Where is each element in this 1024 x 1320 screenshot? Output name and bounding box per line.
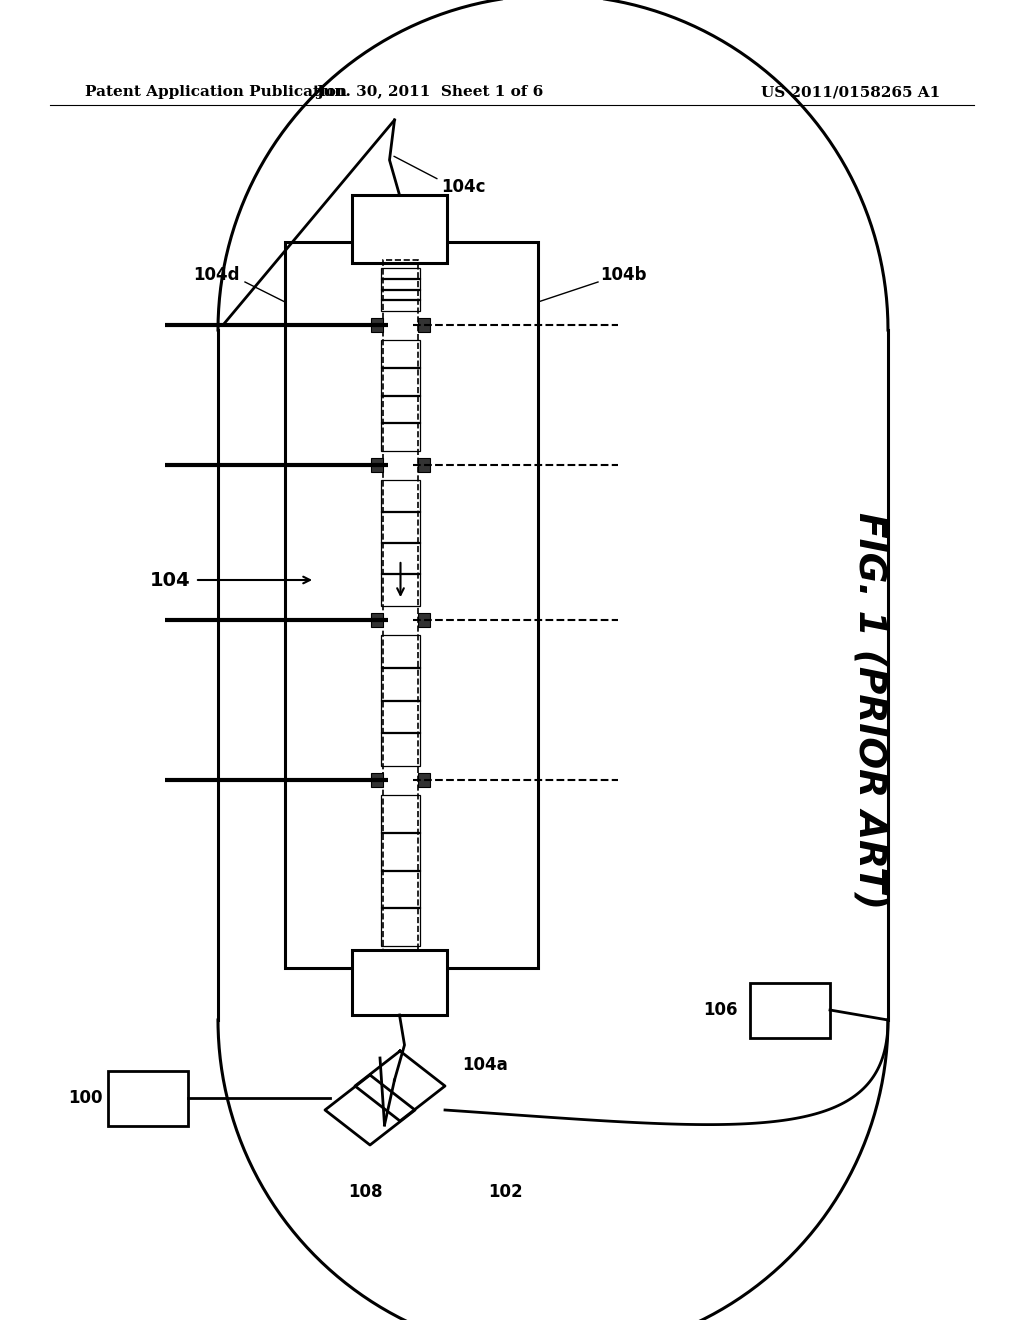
Bar	[381, 339, 420, 368]
Text: 106: 106	[703, 1001, 738, 1019]
Bar	[381, 268, 420, 279]
Text: Jun. 30, 2011  Sheet 1 of 6: Jun. 30, 2011 Sheet 1 of 6	[316, 84, 544, 99]
Text: 102: 102	[487, 1183, 522, 1201]
Bar	[381, 300, 420, 310]
Text: FIG. 1 (PRIOR ART): FIG. 1 (PRIOR ART)	[852, 511, 888, 908]
Bar	[381, 907, 420, 945]
Bar	[418, 318, 430, 333]
Bar	[108, 1071, 188, 1126]
Bar	[352, 950, 447, 1015]
Bar	[381, 422, 420, 450]
Bar	[381, 700, 420, 733]
Bar	[381, 479, 420, 512]
Bar	[418, 612, 430, 627]
Bar	[371, 318, 383, 333]
Bar	[383, 260, 418, 950]
Text: 104a: 104a	[462, 1056, 508, 1074]
Bar	[381, 795, 420, 833]
Text: 104b: 104b	[600, 267, 646, 284]
Bar	[418, 774, 430, 787]
Bar	[371, 458, 383, 473]
Bar	[371, 774, 383, 787]
Bar	[381, 573, 420, 606]
Text: 100: 100	[69, 1089, 103, 1107]
Bar	[352, 195, 447, 263]
Text: 104c: 104c	[441, 178, 486, 195]
Bar	[381, 870, 420, 908]
Bar	[371, 612, 383, 627]
Bar	[381, 635, 420, 668]
Text: Patent Application Publication: Patent Application Publication	[85, 84, 347, 99]
Text: US 2011/0158265 A1: US 2011/0158265 A1	[761, 84, 940, 99]
Bar	[381, 733, 420, 766]
Bar	[381, 289, 420, 300]
Bar	[381, 395, 420, 422]
Bar	[381, 667, 420, 701]
Bar	[381, 279, 420, 289]
Bar	[381, 543, 420, 574]
Bar	[381, 367, 420, 396]
Bar	[381, 832, 420, 870]
Text: 104: 104	[150, 570, 190, 590]
Bar	[750, 982, 830, 1038]
Text: 104d: 104d	[194, 267, 240, 284]
Bar	[381, 511, 420, 543]
Text: 108: 108	[348, 1183, 382, 1201]
Bar	[418, 458, 430, 473]
Bar	[285, 242, 538, 968]
